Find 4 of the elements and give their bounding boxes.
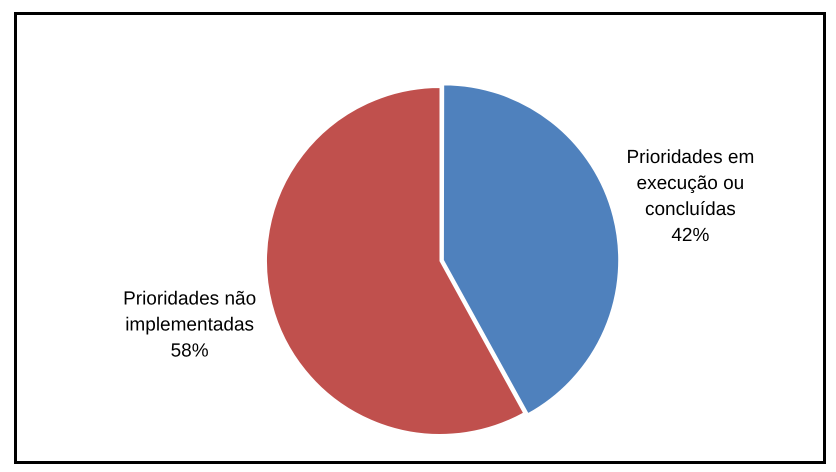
data-label: 42% <box>671 224 710 246</box>
slice-label: Prioridades não implementadas <box>123 288 256 336</box>
slice-label: Prioridades em execução ou concluídas <box>626 146 754 220</box>
data-label: 58% <box>170 340 209 362</box>
